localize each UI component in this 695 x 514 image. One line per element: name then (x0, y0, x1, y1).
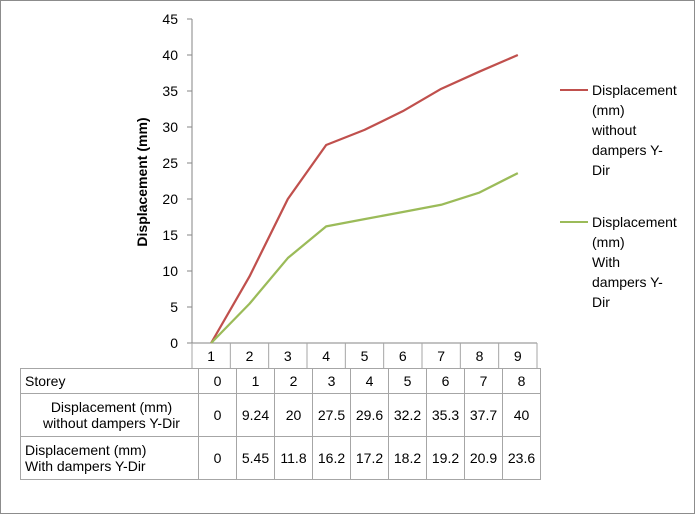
table-row-header: Displacement (mm) With dampers Y-Dir (20, 436, 199, 480)
legend-swatch-green (560, 221, 588, 223)
table-cell: 17.2 (350, 436, 389, 480)
table-cell: 20.9 (464, 436, 503, 480)
legend-swatch-red (560, 89, 588, 91)
x-tick-label: 5 (361, 348, 369, 364)
y-tick-label: 30 (162, 119, 178, 135)
table-cell: 37.7 (464, 393, 503, 437)
legend-entry-with-dampers: Displacement (mm) With dampers Y- Dir (560, 212, 694, 312)
table-cell: 11.8 (274, 436, 313, 480)
legend-entry-without-dampers: Displacement (mm) without dampers Y- Dir (560, 80, 694, 180)
y-tick-label: 5 (170, 299, 178, 315)
x-tick-label: 7 (437, 348, 445, 364)
x-axis: 1 2 3 4 5 6 7 8 9 (191, 342, 538, 368)
table-cell: 9.24 (236, 393, 275, 437)
y-tick-label: 10 (162, 263, 178, 279)
table-row: Displacement (mm) without dampers Y-Dir … (20, 393, 541, 437)
table-cell: 35.3 (426, 393, 465, 437)
table-row-header: Displacement (mm) without dampers Y-Dir (20, 393, 199, 437)
table-cell: 32.2 (388, 393, 427, 437)
table-row: Displacement (mm) With dampers Y-Dir 0 5… (20, 436, 541, 480)
y-axis: 0 5 10 15 20 25 30 35 40 45 (162, 11, 193, 351)
x-tick-label: 9 (514, 348, 522, 364)
table-cell: 0 (198, 368, 237, 394)
x-tick-label: 1 (207, 348, 215, 364)
legend-label: Displacement (mm) without dampers Y- Dir (592, 82, 677, 178)
table-cell: 3 (312, 368, 351, 394)
table-cell: 18.2 (388, 436, 427, 480)
y-tick-label: 45 (162, 11, 178, 27)
table-cell: 40 (502, 393, 541, 437)
y-axis-label: Displacement (mm) (134, 117, 150, 246)
table-cell: 5.45 (236, 436, 275, 480)
table-cell: 8 (502, 368, 541, 394)
y-tick-label: 25 (162, 155, 178, 171)
table-cell: 20 (274, 393, 313, 437)
table-cell: 6 (426, 368, 465, 394)
series-line-1 (210, 172, 519, 344)
x-tick-label: 2 (246, 348, 254, 364)
y-tick-label: 35 (162, 83, 178, 99)
table-row: Storey 0 1 2 3 4 5 6 7 8 (20, 368, 541, 394)
table-row-header: Storey (20, 368, 199, 394)
data-table: Storey 0 1 2 3 4 5 6 7 8 Displacement (m… (20, 368, 541, 480)
table-cell: 2 (274, 368, 313, 394)
y-tick-label: 40 (162, 47, 178, 63)
table-cell: 23.6 (502, 436, 541, 480)
y-tick-label: 20 (162, 191, 178, 207)
table-cell: 0 (198, 393, 237, 437)
x-tick-label: 4 (322, 348, 330, 364)
table-cell: 5 (388, 368, 427, 394)
table-cell: 29.6 (350, 393, 389, 437)
legend-label: Displacement (mm) With dampers Y- Dir (592, 214, 677, 310)
table-cell: 16.2 (312, 436, 351, 480)
x-tick-label: 8 (476, 348, 484, 364)
y-tick-label: 15 (162, 227, 178, 243)
table-cell: 27.5 (312, 393, 351, 437)
table-cell: 0 (198, 436, 237, 480)
x-tick-label: 6 (399, 348, 407, 364)
legend: Displacement (mm) without dampers Y- Dir… (560, 80, 694, 312)
table-cell: 4 (350, 368, 389, 394)
y-tick-label: 0 (170, 335, 178, 351)
series-lines (210, 53, 519, 344)
table-cell: 19.2 (426, 436, 465, 480)
x-tick-label: 3 (284, 348, 292, 364)
series-line-0 (210, 53, 519, 344)
table-cell: 7 (464, 368, 503, 394)
table-cell: 1 (236, 368, 275, 394)
